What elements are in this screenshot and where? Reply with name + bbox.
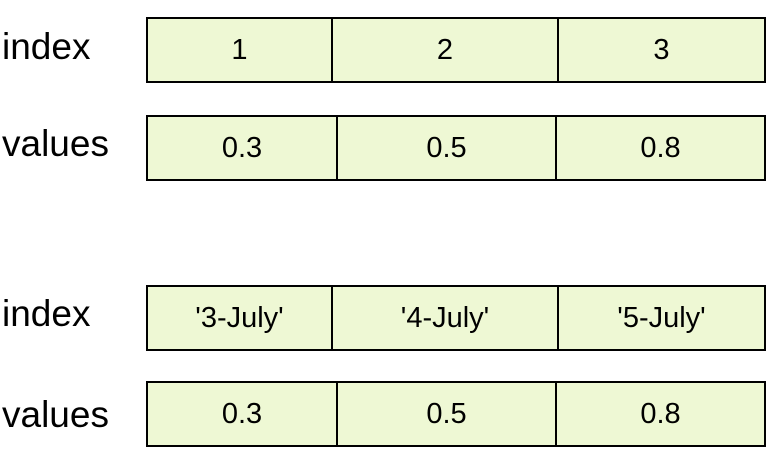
index-row-label: index [2,26,91,67]
value-cell: 0.5 [336,117,555,179]
values-row-label: values [2,123,109,164]
value-cell: 0.8 [555,383,764,445]
index-strip: 1 2 3 [146,17,766,83]
index-cell: '5-July' [557,287,764,349]
value-cell: 0.8 [555,117,764,179]
value-cell: 0.3 [221,131,263,164]
value-cell: 0.3 [221,397,263,430]
index-cell: 2 [331,19,557,81]
index-strip: '3-July' '4-July' '5-July' [146,285,766,351]
values-strip: 0.3 0.5 0.8 [146,115,766,181]
index-cell: 1 [231,33,248,66]
index-cell: '3-July' [195,301,284,334]
index-cell: '4-July' [331,287,557,349]
values-strip: 0.3 0.5 0.8 [146,381,766,447]
values-row-label: values [2,394,109,435]
index-cell: 3 [557,19,764,81]
value-cell: 0.5 [336,383,555,445]
index-row-label: index [2,293,91,334]
